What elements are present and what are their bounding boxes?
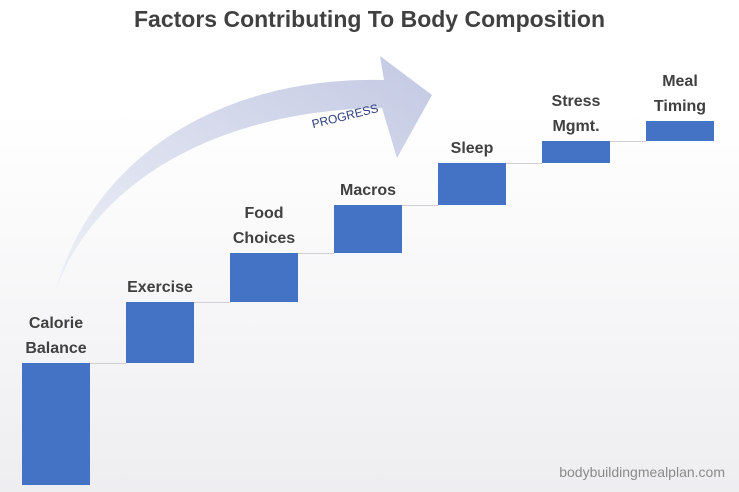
category-label: Calorie Balance [25, 315, 87, 357]
bar [646, 121, 714, 141]
category-label: Food Choices [232, 205, 296, 247]
category-label: Macros [339, 182, 397, 199]
connector-line [194, 302, 230, 303]
bar [22, 363, 90, 485]
connector-line [298, 253, 334, 254]
bar [542, 141, 610, 163]
category-label: Meal Timing [653, 73, 707, 115]
bar [334, 205, 402, 253]
connector-line [90, 363, 126, 364]
connector-line [610, 141, 646, 142]
category-label: Sleep [450, 140, 494, 157]
chart-title: Factors Contributing To Body Composition [133, 6, 606, 32]
bar [126, 302, 194, 363]
bar [438, 163, 506, 205]
progress-arrow [55, 56, 432, 292]
bar [230, 253, 298, 302]
category-label: Exercise [127, 279, 193, 296]
category-label: Stress Mgmt. [551, 93, 601, 135]
connector-line [402, 205, 438, 206]
connector-line [506, 163, 542, 164]
watermark: bodybuildingmealplan.com [559, 464, 725, 480]
